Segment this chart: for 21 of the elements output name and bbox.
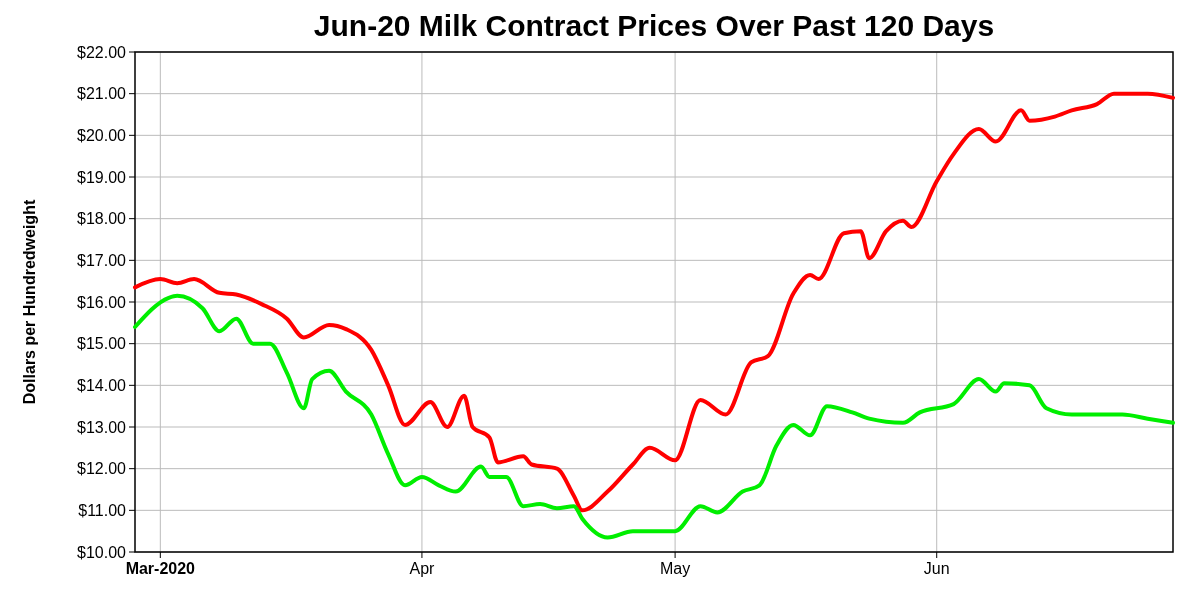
y-tick-label: $20.00 (77, 126, 127, 144)
y-tick-label: $11.00 (78, 501, 127, 519)
x-tick-label: Jun (923, 560, 950, 577)
line-series (133, 293, 1175, 540)
x-tick-label: Mar-2020 (125, 560, 196, 577)
y-tick-label: $13.00 (77, 418, 127, 436)
y-tick-label: $16.00 (77, 293, 127, 311)
y-tick-label: $18.00 (77, 210, 127, 228)
x-tick-label: May (659, 560, 691, 577)
y-axis-title: Dollars per Hundredweight (21, 199, 38, 405)
y-tick-label: $10.00 (77, 543, 127, 561)
y-tick-label: $15.00 (77, 335, 127, 353)
y-tick-label: $22.00 (77, 43, 127, 61)
y-tick-label: $14.00 (77, 376, 127, 394)
x-tick-label: Apr (409, 560, 436, 577)
line-series (133, 91, 1175, 513)
y-tick-label: $12.00 (77, 460, 127, 478)
chart-title: Jun-20 Milk Contract Prices Over Past 120 Days (313, 9, 995, 42)
y-tick-label: $19.00 (77, 168, 127, 186)
y-tick-label: $17.00 (77, 251, 127, 269)
y-tick-label: $21.00 (77, 85, 127, 103)
